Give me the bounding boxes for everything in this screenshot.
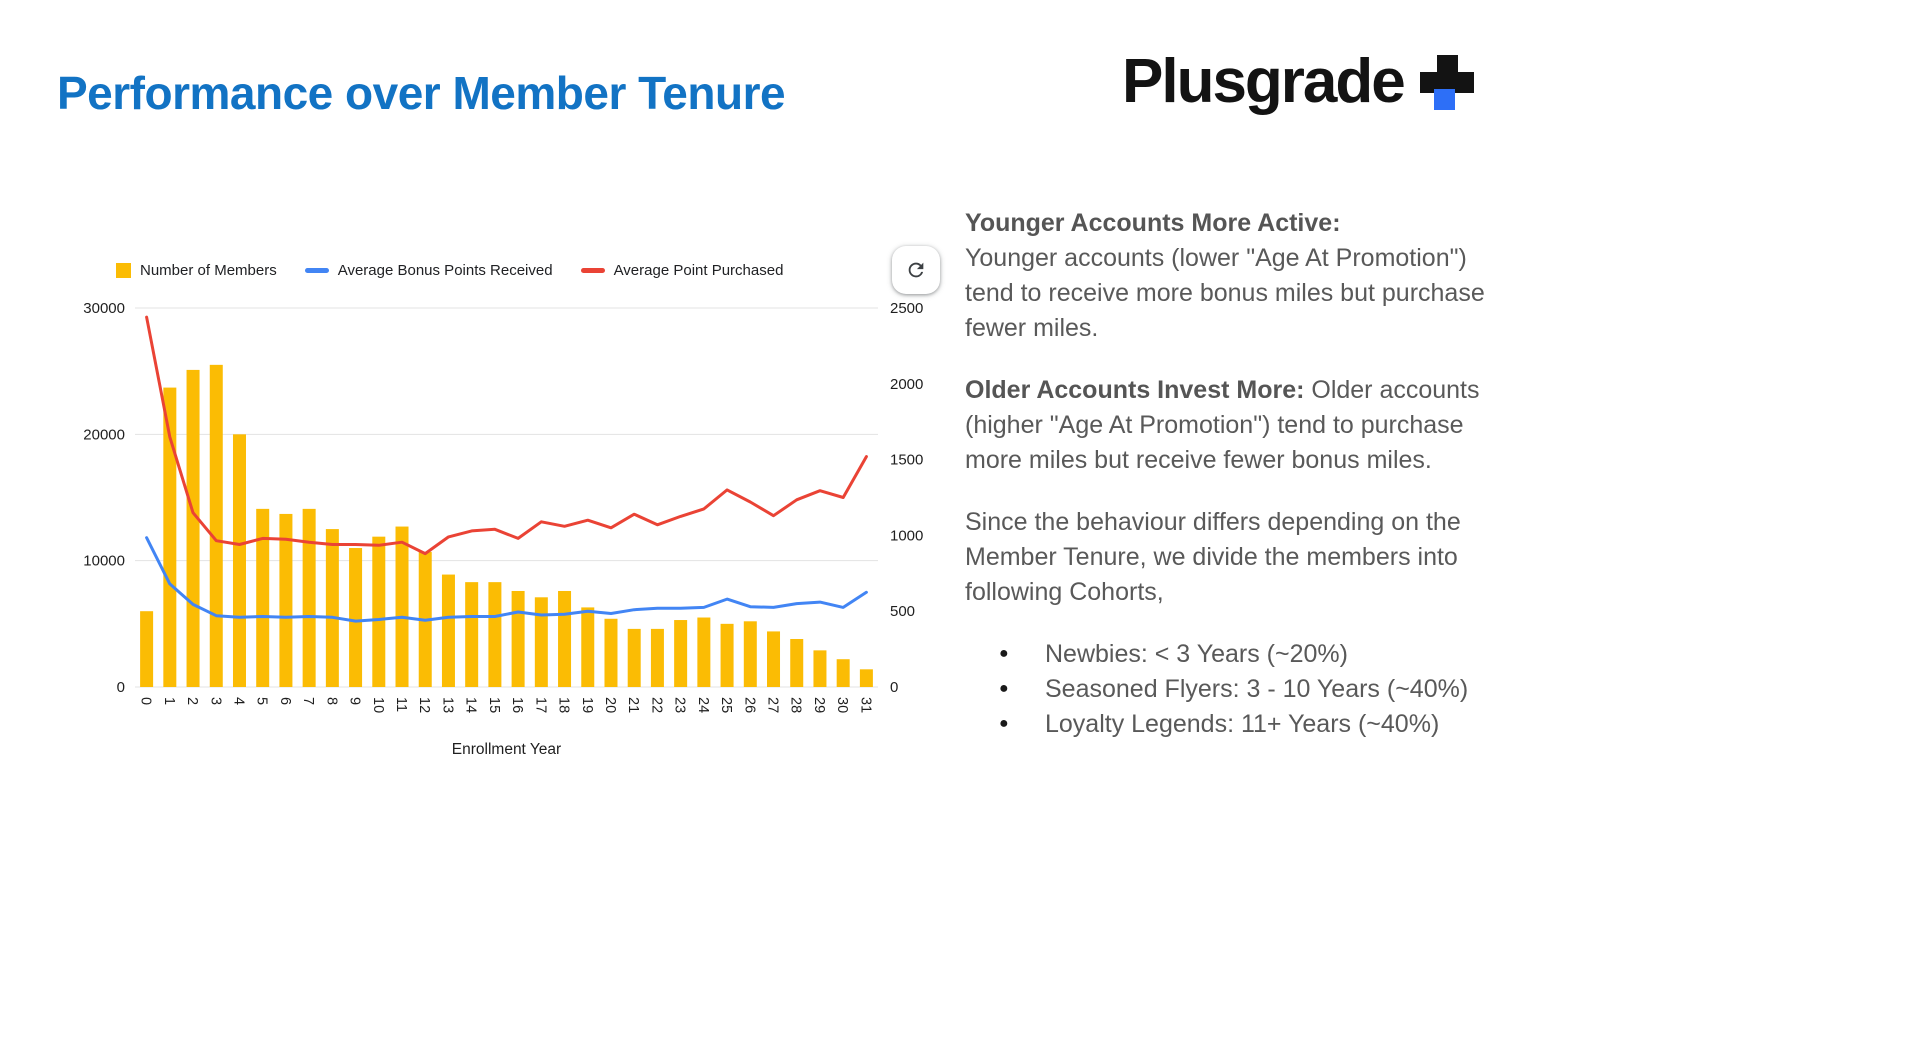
legend-swatch-line-blue xyxy=(304,268,329,273)
svg-text:19: 19 xyxy=(579,697,595,713)
svg-text:25: 25 xyxy=(718,697,734,713)
line-series xyxy=(145,536,868,623)
svg-text:6: 6 xyxy=(277,697,293,705)
svg-text:20: 20 xyxy=(602,697,618,713)
svg-text:12: 12 xyxy=(416,697,432,713)
plusgrade-logo: Plusgrade xyxy=(1122,46,1474,117)
svg-text:0: 0 xyxy=(890,679,898,696)
legend-label: Number of Members xyxy=(140,262,277,279)
chart-legend: Number of Members Average Bonus Points R… xyxy=(116,262,783,279)
svg-text:17: 17 xyxy=(532,697,548,713)
svg-text:7: 7 xyxy=(300,697,316,705)
svg-text:13: 13 xyxy=(439,697,455,713)
svg-text:3: 3 xyxy=(207,697,223,705)
svg-text:0: 0 xyxy=(117,679,125,696)
svg-text:5: 5 xyxy=(254,697,270,705)
note-text: Since the behaviour differs depending on… xyxy=(965,508,1461,606)
svg-text:2000: 2000 xyxy=(890,376,923,393)
cohort-bullet-seasoned-flyers: Seasoned Flyers: 3 - 10 Years (~40%) xyxy=(965,671,1502,707)
svg-text:10: 10 xyxy=(370,697,386,713)
svg-text:1000: 1000 xyxy=(890,527,923,544)
note-paragraph-cohorts: Since the behaviour differs depending on… xyxy=(965,505,1502,610)
cohort-bullet-newbies: Newbies: < 3 Years (~20%) xyxy=(965,636,1502,672)
svg-text:1500: 1500 xyxy=(890,452,923,469)
svg-text:21: 21 xyxy=(625,697,641,713)
note-text: Older accounts (higher "Age At Promotion… xyxy=(965,376,1480,474)
page-title: Performance over Member Tenure xyxy=(57,67,786,119)
svg-text:14: 14 xyxy=(463,697,479,713)
refresh-chart-button[interactable] xyxy=(892,246,940,294)
note-paragraph-younger: Younger Accounts More Active: Younger acc… xyxy=(965,206,1502,346)
note-heading: Older Accounts Invest More: xyxy=(965,376,1305,404)
svg-text:10000: 10000 xyxy=(83,553,125,570)
legend-swatch-line-red xyxy=(580,268,605,273)
svg-text:9: 9 xyxy=(347,697,363,705)
legend-item-points-purchased: Average Point Purchased xyxy=(580,262,784,279)
svg-text:500: 500 xyxy=(890,603,915,620)
svg-text:16: 16 xyxy=(509,697,525,713)
legend-label: Average Point Purchased xyxy=(613,262,784,279)
notes-column: Younger Accounts More Active: Younger acc… xyxy=(965,206,1502,742)
svg-text:20000: 20000 xyxy=(83,426,125,443)
svg-text:2500: 2500 xyxy=(890,300,923,317)
svg-text:18: 18 xyxy=(556,697,572,713)
gridlines xyxy=(135,307,878,688)
svg-text:1: 1 xyxy=(161,697,177,705)
svg-text:11: 11 xyxy=(393,697,409,712)
note-text: Younger accounts (lower "Age At Promotio… xyxy=(965,244,1485,342)
svg-text:8: 8 xyxy=(323,697,339,705)
chart-container: Number of Members Average Bonus Points R… xyxy=(80,238,950,798)
svg-text:26: 26 xyxy=(741,697,757,713)
svg-text:30: 30 xyxy=(834,697,850,713)
svg-text:28: 28 xyxy=(788,697,804,713)
legend-label: Average Bonus Points Received xyxy=(337,262,553,279)
plusgrade-logo-text: Plusgrade xyxy=(1122,47,1406,116)
cohort-bullet-loyalty-legends: Loyalty Legends: 11+ Years (~40%) xyxy=(965,706,1502,742)
line-series xyxy=(145,315,868,556)
note-heading: Younger Accounts More Active: xyxy=(965,209,1341,237)
svg-text:22: 22 xyxy=(648,697,664,713)
svg-text:24: 24 xyxy=(695,697,711,713)
cohort-list: Newbies: < 3 Years (~20%) Seasoned Flyer… xyxy=(965,636,1502,742)
refresh-icon xyxy=(905,259,927,281)
svg-text:27: 27 xyxy=(765,697,781,713)
plusgrade-logo-icon xyxy=(1419,54,1474,110)
svg-text:31: 31 xyxy=(857,697,873,713)
svg-text:4: 4 xyxy=(230,697,246,705)
bar-series xyxy=(140,364,873,687)
svg-text:29: 29 xyxy=(811,697,827,713)
svg-text:15: 15 xyxy=(486,697,502,713)
legend-item-members: Number of Members xyxy=(116,262,277,279)
svg-text:23: 23 xyxy=(672,697,688,713)
svg-text:0: 0 xyxy=(138,697,154,705)
legend-swatch-bar xyxy=(116,263,131,278)
legend-item-bonus-points: Average Bonus Points Received xyxy=(304,262,553,279)
svg-text:30000: 30000 xyxy=(83,300,125,317)
note-paragraph-older: Older Accounts Invest More: Older accoun… xyxy=(965,373,1502,478)
x-axis-title: Enrollment Year xyxy=(452,741,561,758)
svg-text:2: 2 xyxy=(184,697,200,705)
